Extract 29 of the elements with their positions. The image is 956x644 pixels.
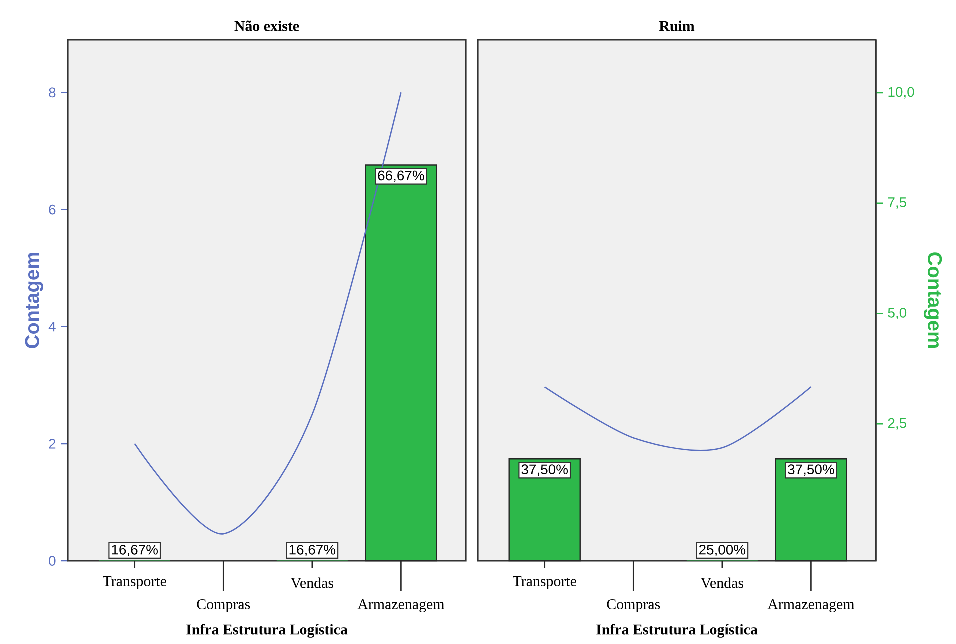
annotation: 25,00% xyxy=(699,544,746,556)
x-tick-label: Transporte xyxy=(513,576,576,590)
chart-title: Não existe xyxy=(234,20,300,32)
annotation: 37,50% xyxy=(788,464,834,476)
x-tick-label: Compras xyxy=(607,599,660,613)
x-tick-label: Vendas xyxy=(291,578,334,588)
y-tick-label: 4 xyxy=(48,322,56,332)
x-tick-label: Compras xyxy=(197,599,250,613)
y2-tick-label: 2,5 xyxy=(888,418,907,430)
y-tick-label: 6 xyxy=(49,204,56,215)
x-tick-label: Armazenagem xyxy=(768,599,855,613)
y-tick-label: 2 xyxy=(49,439,56,449)
x-tick-label: Transporte xyxy=(103,576,166,590)
annotation: 37,50% xyxy=(522,464,568,476)
annotation: 16,67% xyxy=(290,544,336,556)
x-tick-label: Vendas xyxy=(701,578,744,588)
annotation: 16,67% xyxy=(112,544,158,556)
y-tick-label: 0 xyxy=(49,556,56,566)
annotation: 66,67% xyxy=(378,170,424,182)
y2-tick-label: 5,0 xyxy=(888,308,907,320)
y-axis-title: Contagem xyxy=(25,253,44,348)
x-tick-label: Armazenagem xyxy=(358,599,445,613)
y2-axis-title: Contagem xyxy=(924,252,942,348)
y2-tick-label: 10,0 xyxy=(888,87,914,99)
chart-title: Ruim xyxy=(659,20,695,32)
x-axis-title: Infra Estrutura Logística xyxy=(596,624,758,638)
x-axis-title: Infra Estrutura Logística xyxy=(186,624,348,638)
y-tick-label: 8 xyxy=(49,88,56,98)
y2-tick-label: 7,5 xyxy=(888,198,907,210)
